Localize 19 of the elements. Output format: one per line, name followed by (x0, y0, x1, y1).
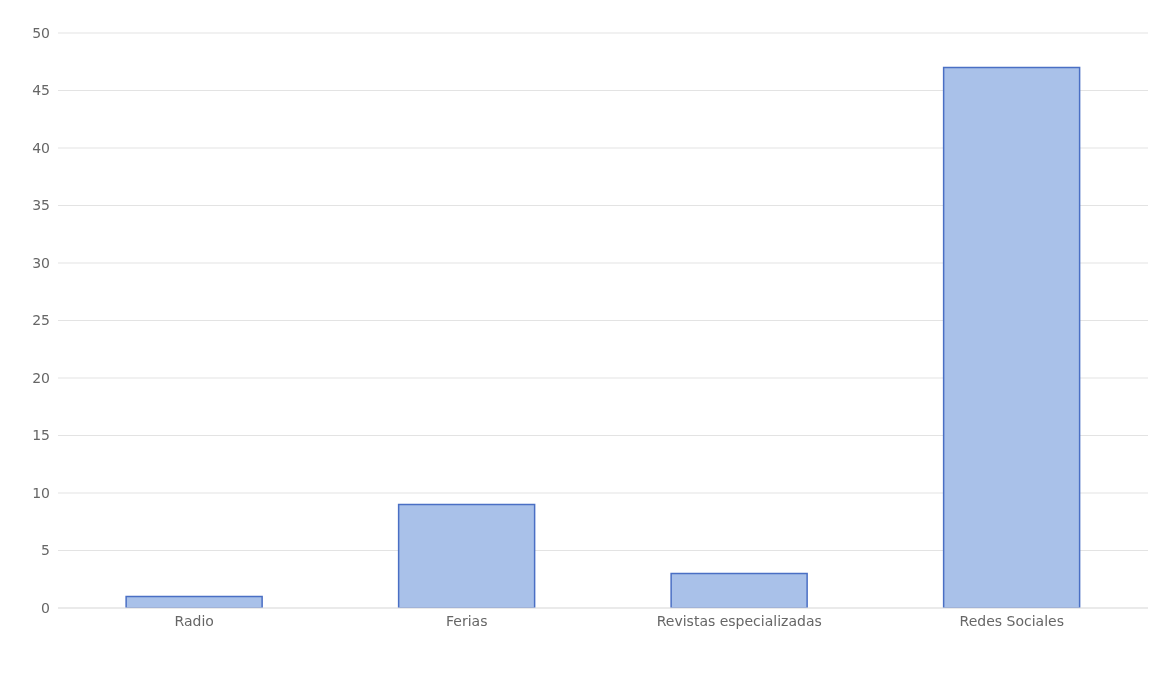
y-tick-label: 35 (32, 197, 50, 214)
y-tick-label: 50 (32, 24, 50, 41)
y-tick-label: 15 (32, 427, 50, 444)
bar (125, 595, 263, 608)
bar (397, 503, 536, 608)
x-tick-label: Revistas especializadas (656, 612, 822, 629)
x-tick-label: Radio (174, 612, 214, 629)
bar (670, 572, 808, 608)
bar (942, 66, 1081, 608)
x-tick-label: Redes Sociales (959, 612, 1064, 629)
y-tick-label: 40 (32, 139, 50, 156)
y-tick-label: 45 (32, 82, 50, 99)
y-tick-label: 5 (41, 542, 50, 559)
y-tick-label: 25 (32, 312, 50, 329)
x-tick-label: Ferias (446, 612, 488, 629)
y-tick-label: 10 (32, 484, 50, 501)
y-tick-label: 0 (41, 599, 50, 616)
y-tick-label: 20 (32, 369, 50, 386)
y-tick-label: 30 (32, 254, 50, 271)
